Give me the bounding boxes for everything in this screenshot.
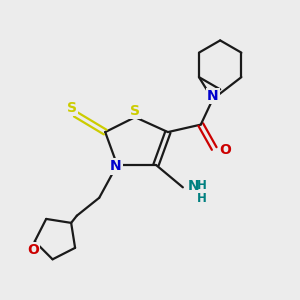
Text: N: N — [110, 159, 122, 173]
Text: O: O — [27, 243, 39, 257]
Text: S: S — [68, 100, 77, 115]
Text: S: S — [130, 103, 140, 118]
Text: N: N — [188, 179, 200, 193]
Text: N: N — [207, 89, 218, 103]
Text: O: O — [220, 143, 232, 157]
Text: H: H — [196, 179, 206, 192]
Text: H: H — [196, 192, 206, 205]
